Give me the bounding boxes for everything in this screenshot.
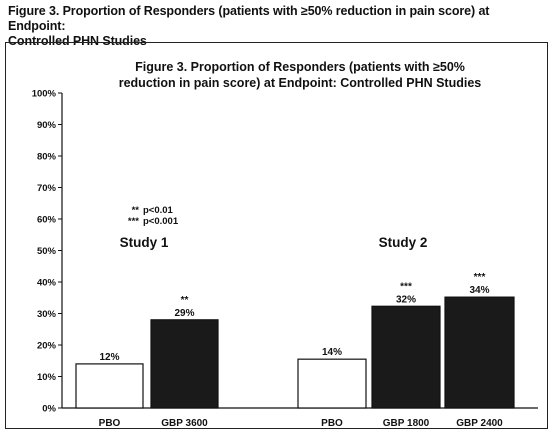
bar bbox=[75, 363, 144, 409]
chart-title-line-2: reduction in pain score) at Endpoint: Co… bbox=[119, 76, 482, 90]
y-axis-ticks: 0% 10% 20% 30% 40% 50% 60% 70% 80% 90% 100% bbox=[32, 89, 62, 415]
chart-title-line-1: Figure 3. Proportion of Responders (pati… bbox=[135, 60, 465, 74]
significance-marker: *** bbox=[474, 272, 486, 283]
x-category-label: GBP 3600 bbox=[161, 418, 208, 429]
y-tick-label: 0% bbox=[42, 404, 56, 415]
bar bbox=[371, 305, 441, 409]
x-category-label: GBP 1800 bbox=[383, 418, 430, 429]
annotations: 12% PBO 29% ** GBP 3600 14% PBO 32% *** GBP 1800 3… bbox=[99, 205, 504, 429]
bar-value-label: 32% bbox=[396, 294, 416, 305]
legend-text: p<0.01 bbox=[143, 205, 174, 216]
bar bbox=[150, 319, 219, 409]
x-category-label: GBP 2400 bbox=[456, 418, 503, 429]
y-tick-label: 90% bbox=[37, 120, 57, 131]
legend-symbol: *** bbox=[128, 216, 139, 227]
bar-value-label: 34% bbox=[469, 285, 489, 296]
y-tick-label: 70% bbox=[37, 183, 57, 194]
y-tick-label: 30% bbox=[37, 309, 57, 320]
x-category-label: PBO bbox=[99, 418, 121, 429]
chart-frame bbox=[5, 42, 548, 429]
legend-symbol: ** bbox=[132, 205, 140, 216]
significance-marker: ** bbox=[181, 295, 189, 306]
bar bbox=[444, 296, 515, 409]
figure-caption-line-2: Controlled PHN Studies bbox=[8, 34, 147, 48]
bar-value-label: 12% bbox=[99, 352, 119, 363]
bar-value-label: 14% bbox=[322, 347, 342, 358]
y-tick-label: 60% bbox=[37, 215, 57, 226]
y-tick-label: 20% bbox=[37, 341, 57, 352]
study-group-label: Study 2 bbox=[379, 235, 428, 250]
y-tick-label: 80% bbox=[37, 152, 57, 163]
bar bbox=[297, 358, 367, 409]
x-category-label: PBO bbox=[321, 418, 343, 429]
bars bbox=[75, 296, 515, 409]
y-tick-label: 40% bbox=[37, 278, 57, 289]
y-tick-label: 50% bbox=[37, 246, 57, 257]
bar-value-label: 29% bbox=[174, 308, 194, 319]
figure-caption: Figure 3. Proportion of Responders (pati… bbox=[8, 4, 548, 49]
study-group-label: Study 1 bbox=[120, 235, 169, 250]
legend-text: p<0.001 bbox=[143, 216, 179, 227]
y-tick-label: 100% bbox=[32, 89, 57, 100]
figure-caption-line-1: Figure 3. Proportion of Responders (pati… bbox=[8, 4, 490, 33]
significance-marker: *** bbox=[400, 281, 412, 292]
y-tick-label: 10% bbox=[37, 372, 57, 383]
